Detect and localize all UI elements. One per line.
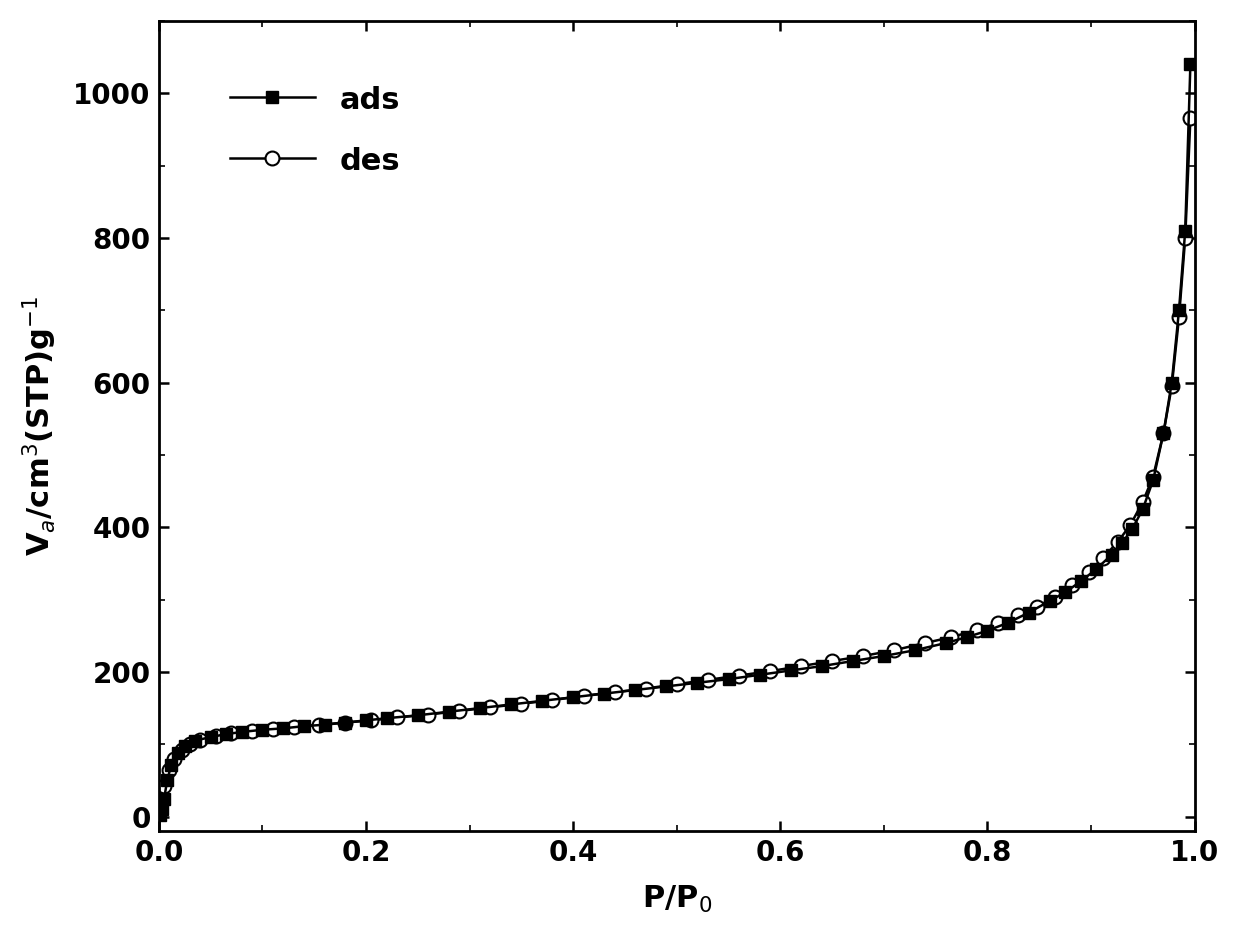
- ads: [472, 703, 487, 714]
- des: [286, 722, 301, 733]
- des: [1172, 312, 1187, 323]
- des: [482, 702, 497, 713]
- des: [1123, 519, 1138, 531]
- des: [732, 670, 746, 681]
- des: [244, 725, 259, 737]
- des: [763, 665, 777, 677]
- des: [265, 724, 280, 735]
- des: [701, 674, 715, 685]
- ads: [846, 655, 861, 666]
- des: [991, 618, 1006, 629]
- des: [1081, 566, 1096, 578]
- des: [312, 719, 327, 730]
- des: [546, 695, 560, 706]
- des: [970, 624, 985, 636]
- des: [451, 706, 466, 717]
- des: [363, 715, 378, 726]
- des: [182, 739, 197, 750]
- des: [1029, 601, 1044, 612]
- des: [339, 717, 353, 728]
- Y-axis label: V$_a$/cm$^3$(STP)g$^{-1}$: V$_a$/cm$^3$(STP)g$^{-1}$: [21, 296, 60, 556]
- des: [167, 753, 182, 765]
- des: [887, 645, 901, 656]
- des: [1183, 113, 1198, 124]
- des: [1048, 591, 1063, 602]
- des: [175, 744, 190, 755]
- des: [1164, 381, 1179, 392]
- Line: ads: ads: [154, 58, 1197, 822]
- des: [193, 735, 208, 746]
- des: [944, 632, 959, 643]
- des: [856, 651, 870, 662]
- des: [794, 661, 808, 672]
- des: [1146, 471, 1161, 482]
- X-axis label: P/P$_0$: P/P$_0$: [641, 885, 712, 915]
- des: [608, 686, 622, 697]
- Legend: ads, des: ads, des: [206, 61, 425, 200]
- des: [389, 712, 404, 724]
- des: [420, 709, 435, 720]
- des: [513, 698, 528, 709]
- des: [639, 683, 653, 695]
- ads: [1183, 59, 1198, 70]
- des: [825, 655, 839, 666]
- ads: [218, 728, 233, 739]
- des: [1011, 610, 1025, 622]
- ads: [960, 632, 975, 643]
- des: [208, 731, 223, 742]
- des: [1111, 536, 1126, 548]
- des: [1096, 552, 1111, 563]
- des: [162, 764, 177, 775]
- des: [1178, 232, 1193, 243]
- ads: [153, 810, 167, 821]
- des: [156, 781, 171, 792]
- des: [918, 637, 932, 649]
- des: [577, 690, 591, 701]
- des: [1065, 579, 1080, 591]
- ads: [815, 661, 830, 672]
- des: [224, 728, 239, 739]
- des: [1136, 496, 1151, 507]
- ads: [753, 669, 768, 680]
- des: [670, 679, 684, 690]
- Line: des: des: [157, 111, 1198, 793]
- des: [1156, 428, 1171, 439]
